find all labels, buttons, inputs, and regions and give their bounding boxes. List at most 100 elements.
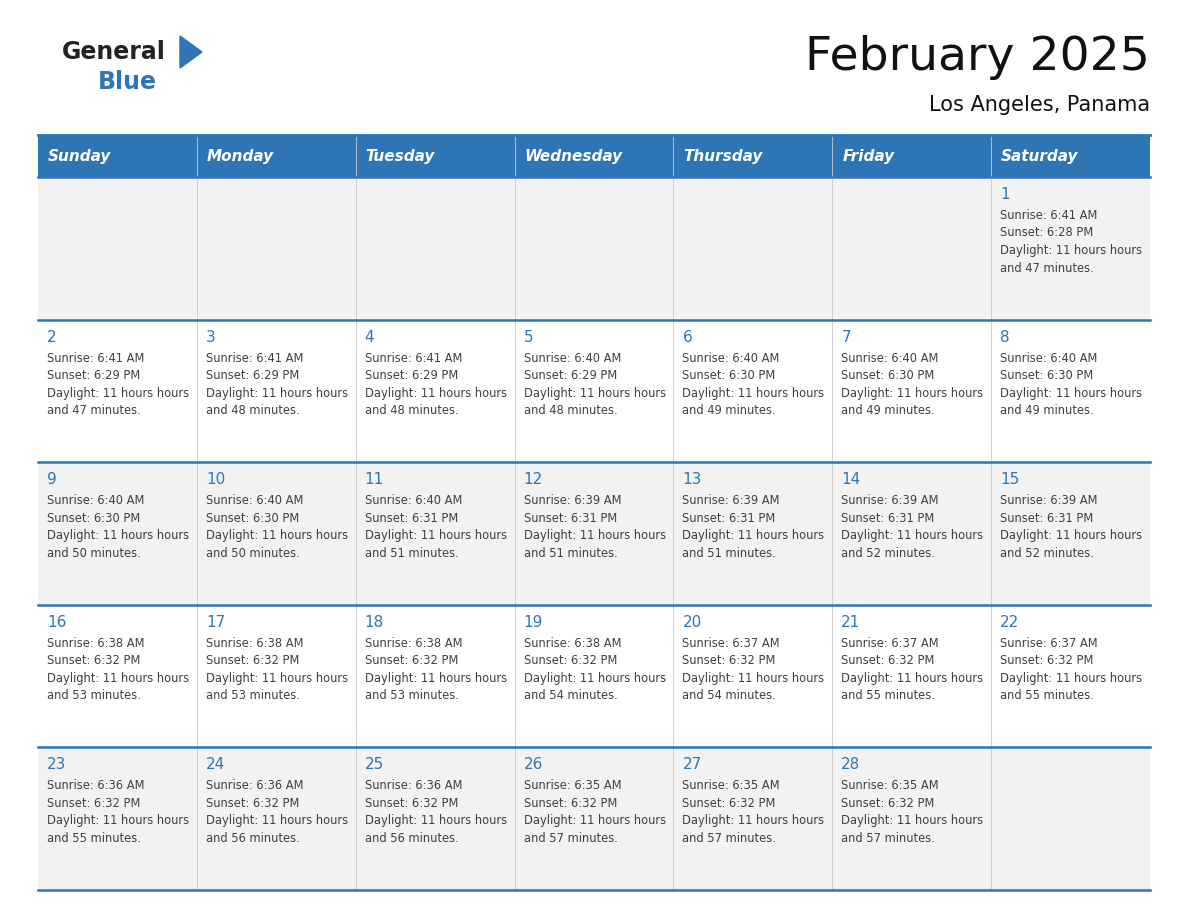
Text: 25: 25 bbox=[365, 757, 384, 772]
Text: and 48 minutes.: and 48 minutes. bbox=[206, 404, 299, 417]
Bar bbox=[197, 177, 355, 319]
Text: and 57 minutes.: and 57 minutes. bbox=[524, 832, 618, 845]
Text: Sunset: 6:31 PM: Sunset: 6:31 PM bbox=[841, 511, 935, 525]
Text: 4: 4 bbox=[365, 330, 374, 344]
Text: Sunset: 6:32 PM: Sunset: 6:32 PM bbox=[682, 797, 776, 810]
Bar bbox=[991, 605, 1150, 747]
Text: Daylight: 11 hours hours: Daylight: 11 hours hours bbox=[524, 386, 665, 399]
Text: 17: 17 bbox=[206, 615, 225, 630]
Bar bbox=[991, 135, 1150, 177]
Text: Sunrise: 6:39 AM: Sunrise: 6:39 AM bbox=[524, 494, 621, 508]
Text: 28: 28 bbox=[841, 757, 860, 772]
Text: 6: 6 bbox=[682, 330, 693, 344]
Text: Daylight: 11 hours hours: Daylight: 11 hours hours bbox=[365, 814, 507, 827]
Text: 22: 22 bbox=[1000, 615, 1019, 630]
Bar bbox=[38, 177, 197, 319]
Text: Wednesday: Wednesday bbox=[525, 149, 623, 163]
Text: Daylight: 11 hours hours: Daylight: 11 hours hours bbox=[524, 814, 665, 827]
Text: Sunrise: 6:40 AM: Sunrise: 6:40 AM bbox=[1000, 352, 1098, 364]
Text: Sunset: 6:32 PM: Sunset: 6:32 PM bbox=[206, 655, 299, 667]
Text: Daylight: 11 hours hours: Daylight: 11 hours hours bbox=[48, 814, 189, 827]
Bar bbox=[991, 319, 1150, 462]
Text: Daylight: 11 hours hours: Daylight: 11 hours hours bbox=[48, 672, 189, 685]
Text: Sunset: 6:29 PM: Sunset: 6:29 PM bbox=[48, 369, 140, 382]
Text: and 55 minutes.: and 55 minutes. bbox=[841, 689, 935, 702]
Text: and 50 minutes.: and 50 minutes. bbox=[48, 547, 140, 560]
Text: and 57 minutes.: and 57 minutes. bbox=[841, 832, 935, 845]
Text: Sunrise: 6:35 AM: Sunrise: 6:35 AM bbox=[524, 779, 621, 792]
Text: Sunset: 6:32 PM: Sunset: 6:32 PM bbox=[841, 655, 935, 667]
Bar bbox=[674, 177, 833, 319]
Text: Sunrise: 6:35 AM: Sunrise: 6:35 AM bbox=[841, 779, 939, 792]
Text: Sunrise: 6:40 AM: Sunrise: 6:40 AM bbox=[365, 494, 462, 508]
Bar bbox=[514, 747, 674, 890]
Text: Sunrise: 6:41 AM: Sunrise: 6:41 AM bbox=[1000, 209, 1098, 222]
Text: and 48 minutes.: and 48 minutes. bbox=[524, 404, 618, 417]
Text: Sunset: 6:32 PM: Sunset: 6:32 PM bbox=[365, 655, 459, 667]
Text: Sunset: 6:32 PM: Sunset: 6:32 PM bbox=[48, 797, 140, 810]
Bar bbox=[833, 747, 991, 890]
Text: Tuesday: Tuesday bbox=[366, 149, 435, 163]
Bar bbox=[355, 747, 514, 890]
Text: and 53 minutes.: and 53 minutes. bbox=[48, 689, 141, 702]
Text: Sunrise: 6:41 AM: Sunrise: 6:41 AM bbox=[206, 352, 303, 364]
Bar bbox=[833, 605, 991, 747]
Bar bbox=[355, 319, 514, 462]
Bar bbox=[833, 177, 991, 319]
Text: 18: 18 bbox=[365, 615, 384, 630]
Text: Daylight: 11 hours hours: Daylight: 11 hours hours bbox=[1000, 672, 1143, 685]
Text: Sunday: Sunday bbox=[48, 149, 112, 163]
Text: Los Angeles, Panama: Los Angeles, Panama bbox=[929, 95, 1150, 115]
Text: and 53 minutes.: and 53 minutes. bbox=[206, 689, 299, 702]
Bar bbox=[514, 177, 674, 319]
Text: Monday: Monday bbox=[207, 149, 274, 163]
Bar bbox=[991, 747, 1150, 890]
Bar bbox=[355, 135, 514, 177]
Text: February 2025: February 2025 bbox=[805, 36, 1150, 81]
Text: Sunrise: 6:39 AM: Sunrise: 6:39 AM bbox=[682, 494, 781, 508]
Text: Daylight: 11 hours hours: Daylight: 11 hours hours bbox=[1000, 244, 1143, 257]
Text: Sunrise: 6:39 AM: Sunrise: 6:39 AM bbox=[841, 494, 939, 508]
Text: and 56 minutes.: and 56 minutes. bbox=[365, 832, 459, 845]
Text: Daylight: 11 hours hours: Daylight: 11 hours hours bbox=[365, 529, 507, 543]
Text: Sunset: 6:32 PM: Sunset: 6:32 PM bbox=[48, 655, 140, 667]
Text: Daylight: 11 hours hours: Daylight: 11 hours hours bbox=[206, 386, 348, 399]
Text: Sunrise: 6:41 AM: Sunrise: 6:41 AM bbox=[365, 352, 462, 364]
Text: 9: 9 bbox=[48, 472, 57, 487]
Text: Daylight: 11 hours hours: Daylight: 11 hours hours bbox=[206, 814, 348, 827]
Text: Sunset: 6:32 PM: Sunset: 6:32 PM bbox=[682, 655, 776, 667]
Text: Sunrise: 6:36 AM: Sunrise: 6:36 AM bbox=[206, 779, 303, 792]
Text: Friday: Friday bbox=[842, 149, 895, 163]
Text: 24: 24 bbox=[206, 757, 225, 772]
Text: and 49 minutes.: and 49 minutes. bbox=[841, 404, 935, 417]
Text: and 57 minutes.: and 57 minutes. bbox=[682, 832, 776, 845]
Bar bbox=[355, 177, 514, 319]
Text: and 51 minutes.: and 51 minutes. bbox=[365, 547, 459, 560]
Text: 7: 7 bbox=[841, 330, 851, 344]
Text: 11: 11 bbox=[365, 472, 384, 487]
Bar bbox=[38, 747, 197, 890]
Text: Sunrise: 6:37 AM: Sunrise: 6:37 AM bbox=[1000, 637, 1098, 650]
Text: 27: 27 bbox=[682, 757, 702, 772]
Text: Sunrise: 6:38 AM: Sunrise: 6:38 AM bbox=[206, 637, 303, 650]
Text: Daylight: 11 hours hours: Daylight: 11 hours hours bbox=[1000, 529, 1143, 543]
Text: Sunset: 6:29 PM: Sunset: 6:29 PM bbox=[206, 369, 299, 382]
Text: and 49 minutes.: and 49 minutes. bbox=[682, 404, 776, 417]
Text: Sunrise: 6:36 AM: Sunrise: 6:36 AM bbox=[365, 779, 462, 792]
Text: Sunrise: 6:40 AM: Sunrise: 6:40 AM bbox=[206, 494, 303, 508]
Bar bbox=[514, 462, 674, 605]
Text: 20: 20 bbox=[682, 615, 702, 630]
Text: Daylight: 11 hours hours: Daylight: 11 hours hours bbox=[48, 529, 189, 543]
Text: Sunset: 6:29 PM: Sunset: 6:29 PM bbox=[365, 369, 457, 382]
Text: 23: 23 bbox=[48, 757, 67, 772]
Text: Sunset: 6:29 PM: Sunset: 6:29 PM bbox=[524, 369, 617, 382]
Text: Daylight: 11 hours hours: Daylight: 11 hours hours bbox=[365, 672, 507, 685]
Text: 1: 1 bbox=[1000, 187, 1010, 202]
Text: Sunrise: 6:35 AM: Sunrise: 6:35 AM bbox=[682, 779, 781, 792]
Text: Daylight: 11 hours hours: Daylight: 11 hours hours bbox=[524, 529, 665, 543]
Text: Daylight: 11 hours hours: Daylight: 11 hours hours bbox=[841, 672, 984, 685]
Text: Daylight: 11 hours hours: Daylight: 11 hours hours bbox=[682, 529, 824, 543]
Text: 13: 13 bbox=[682, 472, 702, 487]
Bar bbox=[38, 135, 197, 177]
Bar bbox=[355, 462, 514, 605]
